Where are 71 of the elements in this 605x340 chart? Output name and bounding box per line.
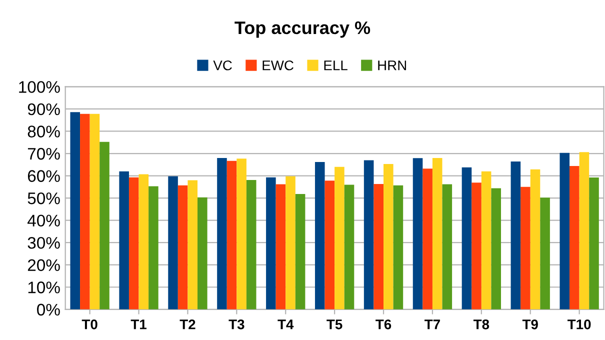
bar <box>246 180 256 310</box>
bar <box>80 114 90 310</box>
bar <box>286 176 296 310</box>
y-tick-label: 90% <box>28 103 60 116</box>
bar <box>90 114 100 310</box>
bar <box>579 152 590 310</box>
x-tick-label: T10 <box>568 319 591 330</box>
bar <box>236 158 246 310</box>
bar <box>119 171 129 310</box>
bar <box>324 180 335 310</box>
bar <box>266 177 276 310</box>
bar <box>178 185 188 310</box>
x-tick-label: T4 <box>278 320 294 330</box>
y-tick-label: 10% <box>28 282 60 294</box>
bar <box>422 168 432 310</box>
bar <box>520 186 530 310</box>
bar <box>198 197 208 310</box>
y-tick-label: 60% <box>28 170 60 182</box>
x-tick-label: T6 <box>376 319 392 330</box>
bar <box>70 112 80 310</box>
bar <box>364 160 374 310</box>
bar <box>276 184 286 310</box>
legend-label: EWC <box>262 60 294 70</box>
y-tick-label: 40% <box>28 214 60 227</box>
bar <box>188 180 198 310</box>
x-tick-label: T7 <box>424 320 440 330</box>
x-tick-label: T5 <box>326 320 342 330</box>
legend-label: VC <box>213 60 232 70</box>
bar <box>540 198 550 310</box>
x-tick-label: T2 <box>180 319 196 330</box>
bar <box>393 185 404 310</box>
y-tick-label: 100% <box>19 81 60 93</box>
bar <box>295 194 306 310</box>
bar <box>442 184 452 310</box>
y-tick-label: 50% <box>28 192 60 204</box>
bar <box>138 174 149 310</box>
chart-title: Top accuracy % <box>234 21 370 38</box>
bar <box>472 182 482 310</box>
bar <box>226 160 237 310</box>
bar <box>589 178 599 310</box>
bar <box>374 184 384 310</box>
bar <box>510 162 521 310</box>
y-tick-label: 20% <box>28 259 60 272</box>
bar <box>100 142 110 310</box>
x-tick-label: T9 <box>522 319 538 330</box>
bar <box>344 184 354 310</box>
y-tick-label: 30% <box>28 236 60 249</box>
y-tick-label: 0% <box>37 304 60 316</box>
bar <box>570 166 580 310</box>
bar <box>148 186 158 310</box>
x-tick-label: T0 <box>82 319 98 330</box>
bar <box>491 188 501 310</box>
bar <box>462 167 472 310</box>
bar <box>412 158 423 310</box>
bar <box>481 171 492 310</box>
bar <box>128 177 139 310</box>
bar <box>530 169 540 310</box>
bar <box>432 158 442 310</box>
y-tick-label: 70% <box>28 148 60 160</box>
bar <box>168 176 178 310</box>
bar <box>334 166 344 310</box>
bar <box>384 164 394 310</box>
bar <box>560 152 570 310</box>
bar <box>314 162 325 310</box>
x-tick-label: T3 <box>228 319 244 330</box>
bar <box>217 158 227 310</box>
x-tick-label: T1 <box>130 320 146 330</box>
legend-label: ELL <box>324 60 348 70</box>
y-tick-label: 80% <box>28 126 60 138</box>
x-tick-label: T8 <box>473 319 490 330</box>
legend-label: HRN <box>378 60 406 70</box>
